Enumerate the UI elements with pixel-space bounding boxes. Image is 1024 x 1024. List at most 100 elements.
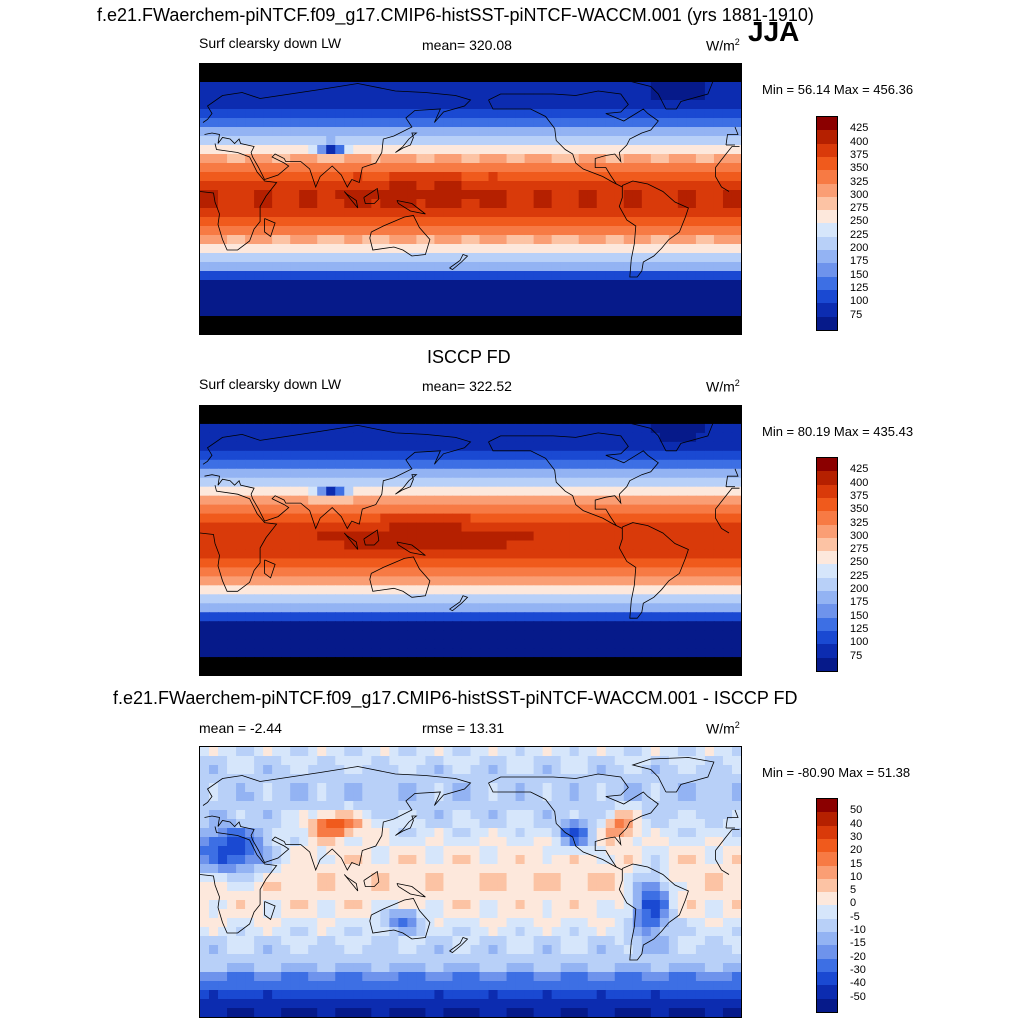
heatmap-cell <box>641 307 652 317</box>
heatmap-cell <box>551 828 562 838</box>
heatmap-cell <box>236 406 246 416</box>
heatmap-cell <box>497 549 508 560</box>
heatmap-cell <box>254 235 264 245</box>
heatmap-cell <box>569 918 580 928</box>
heatmap-cell <box>245 450 255 461</box>
heatmap-cell <box>254 810 264 820</box>
heatmap-cell <box>281 190 291 200</box>
heatmap-cell <box>353 576 363 586</box>
heatmap-cell <box>254 280 264 290</box>
heatmap-cell <box>254 873 264 883</box>
heatmap-cell <box>506 271 517 281</box>
heatmap-cell <box>317 64 327 74</box>
heatmap-cell <box>650 819 661 829</box>
heatmap-cell <box>434 477 445 488</box>
heatmap-cell <box>668 100 679 110</box>
heatmap-cell <box>299 909 309 919</box>
heatmap-cell <box>623 639 634 649</box>
heatmap-cell <box>677 118 688 128</box>
heatmap-cell <box>470 801 481 811</box>
heatmap-cell <box>524 648 535 658</box>
heatmap-cell <box>443 657 454 667</box>
heatmap-cell <box>470 307 481 317</box>
heatmap-cell <box>713 576 724 586</box>
heatmap-cell <box>659 244 670 254</box>
heatmap-cell <box>344 639 354 649</box>
heatmap-cell <box>443 909 454 919</box>
heatmap-cell <box>398 558 408 568</box>
heatmap-cell <box>290 495 300 506</box>
heatmap-cell <box>344 136 354 146</box>
heatmap-cell <box>497 298 508 308</box>
heatmap-cell <box>569 423 580 434</box>
heatmap-cell <box>578 486 589 497</box>
heatmap-cell <box>308 837 318 847</box>
heatmap-cell <box>290 639 300 649</box>
heatmap-cell <box>227 406 237 416</box>
heatmap-cell <box>362 253 372 263</box>
heatmap-cell <box>470 163 481 173</box>
heatmap-cell <box>407 253 417 263</box>
heatmap-cell <box>551 406 562 416</box>
heatmap-cell <box>380 235 390 245</box>
heatmap-cell <box>443 163 454 173</box>
heatmap-cell <box>425 262 436 272</box>
heatmap-cell <box>686 477 697 488</box>
heatmap-cell <box>488 585 499 595</box>
heatmap-cell <box>704 882 715 892</box>
heatmap-cell <box>713 414 724 425</box>
heatmap-cell <box>713 855 724 865</box>
heatmap-cell <box>461 199 472 209</box>
heatmap-cell <box>326 118 336 128</box>
heatmap-cell <box>578 244 589 254</box>
heatmap-cell <box>263 819 273 829</box>
heatmap-cell <box>254 882 264 892</box>
heatmap-cell <box>299 828 309 838</box>
heatmap-cell <box>686 558 697 568</box>
heatmap-cell <box>281 558 291 568</box>
heatmap-cell <box>461 406 472 416</box>
coastline <box>363 187 380 204</box>
heatmap-cell <box>272 414 282 425</box>
heatmap-cell <box>713 145 724 155</box>
heatmap-cell <box>542 585 553 595</box>
heatmap-cell <box>587 280 598 290</box>
heatmap-cell <box>623 73 634 83</box>
heatmap-cell <box>479 190 490 200</box>
heatmap-cell <box>218 603 228 613</box>
heatmap-cell <box>497 603 508 613</box>
heatmap-cell <box>569 594 580 604</box>
heatmap-cell <box>623 594 634 604</box>
heatmap-cell <box>380 181 390 191</box>
heatmap-cell <box>299 423 309 434</box>
heatmap-cell <box>452 918 463 928</box>
heatmap-cell <box>533 271 544 281</box>
heatmap-cell <box>371 918 381 928</box>
heatmap-cell <box>227 226 237 236</box>
heatmap-cell <box>380 414 390 425</box>
heatmap-cell <box>470 909 481 919</box>
heatmap-cell <box>668 325 679 334</box>
heatmap-cell <box>335 828 345 838</box>
heatmap-cell <box>722 477 733 488</box>
heatmap-cell <box>317 819 327 829</box>
heatmap-cell <box>389 756 399 766</box>
heatmap-cell <box>209 846 219 856</box>
heatmap-cell <box>272 226 282 236</box>
heatmap-cell <box>632 208 643 218</box>
heatmap-cell <box>389 235 399 245</box>
heatmap-cell <box>416 235 427 245</box>
heatmap-cell <box>461 585 472 595</box>
heatmap-cell <box>641 145 652 155</box>
heatmap-cell <box>389 226 399 236</box>
heatmap-cell <box>659 594 670 604</box>
heatmap-cell <box>326 208 336 218</box>
heatmap-cell <box>578 909 589 919</box>
heatmap-cell <box>632 900 643 910</box>
panel2-minmax: Min = 80.19 Max = 435.43 <box>762 424 914 439</box>
heatmap-cell <box>470 531 481 542</box>
heatmap-cell <box>659 864 670 874</box>
heatmap-cell <box>605 109 616 119</box>
heatmap-cell <box>398 414 408 425</box>
heatmap-cell <box>605 450 616 461</box>
